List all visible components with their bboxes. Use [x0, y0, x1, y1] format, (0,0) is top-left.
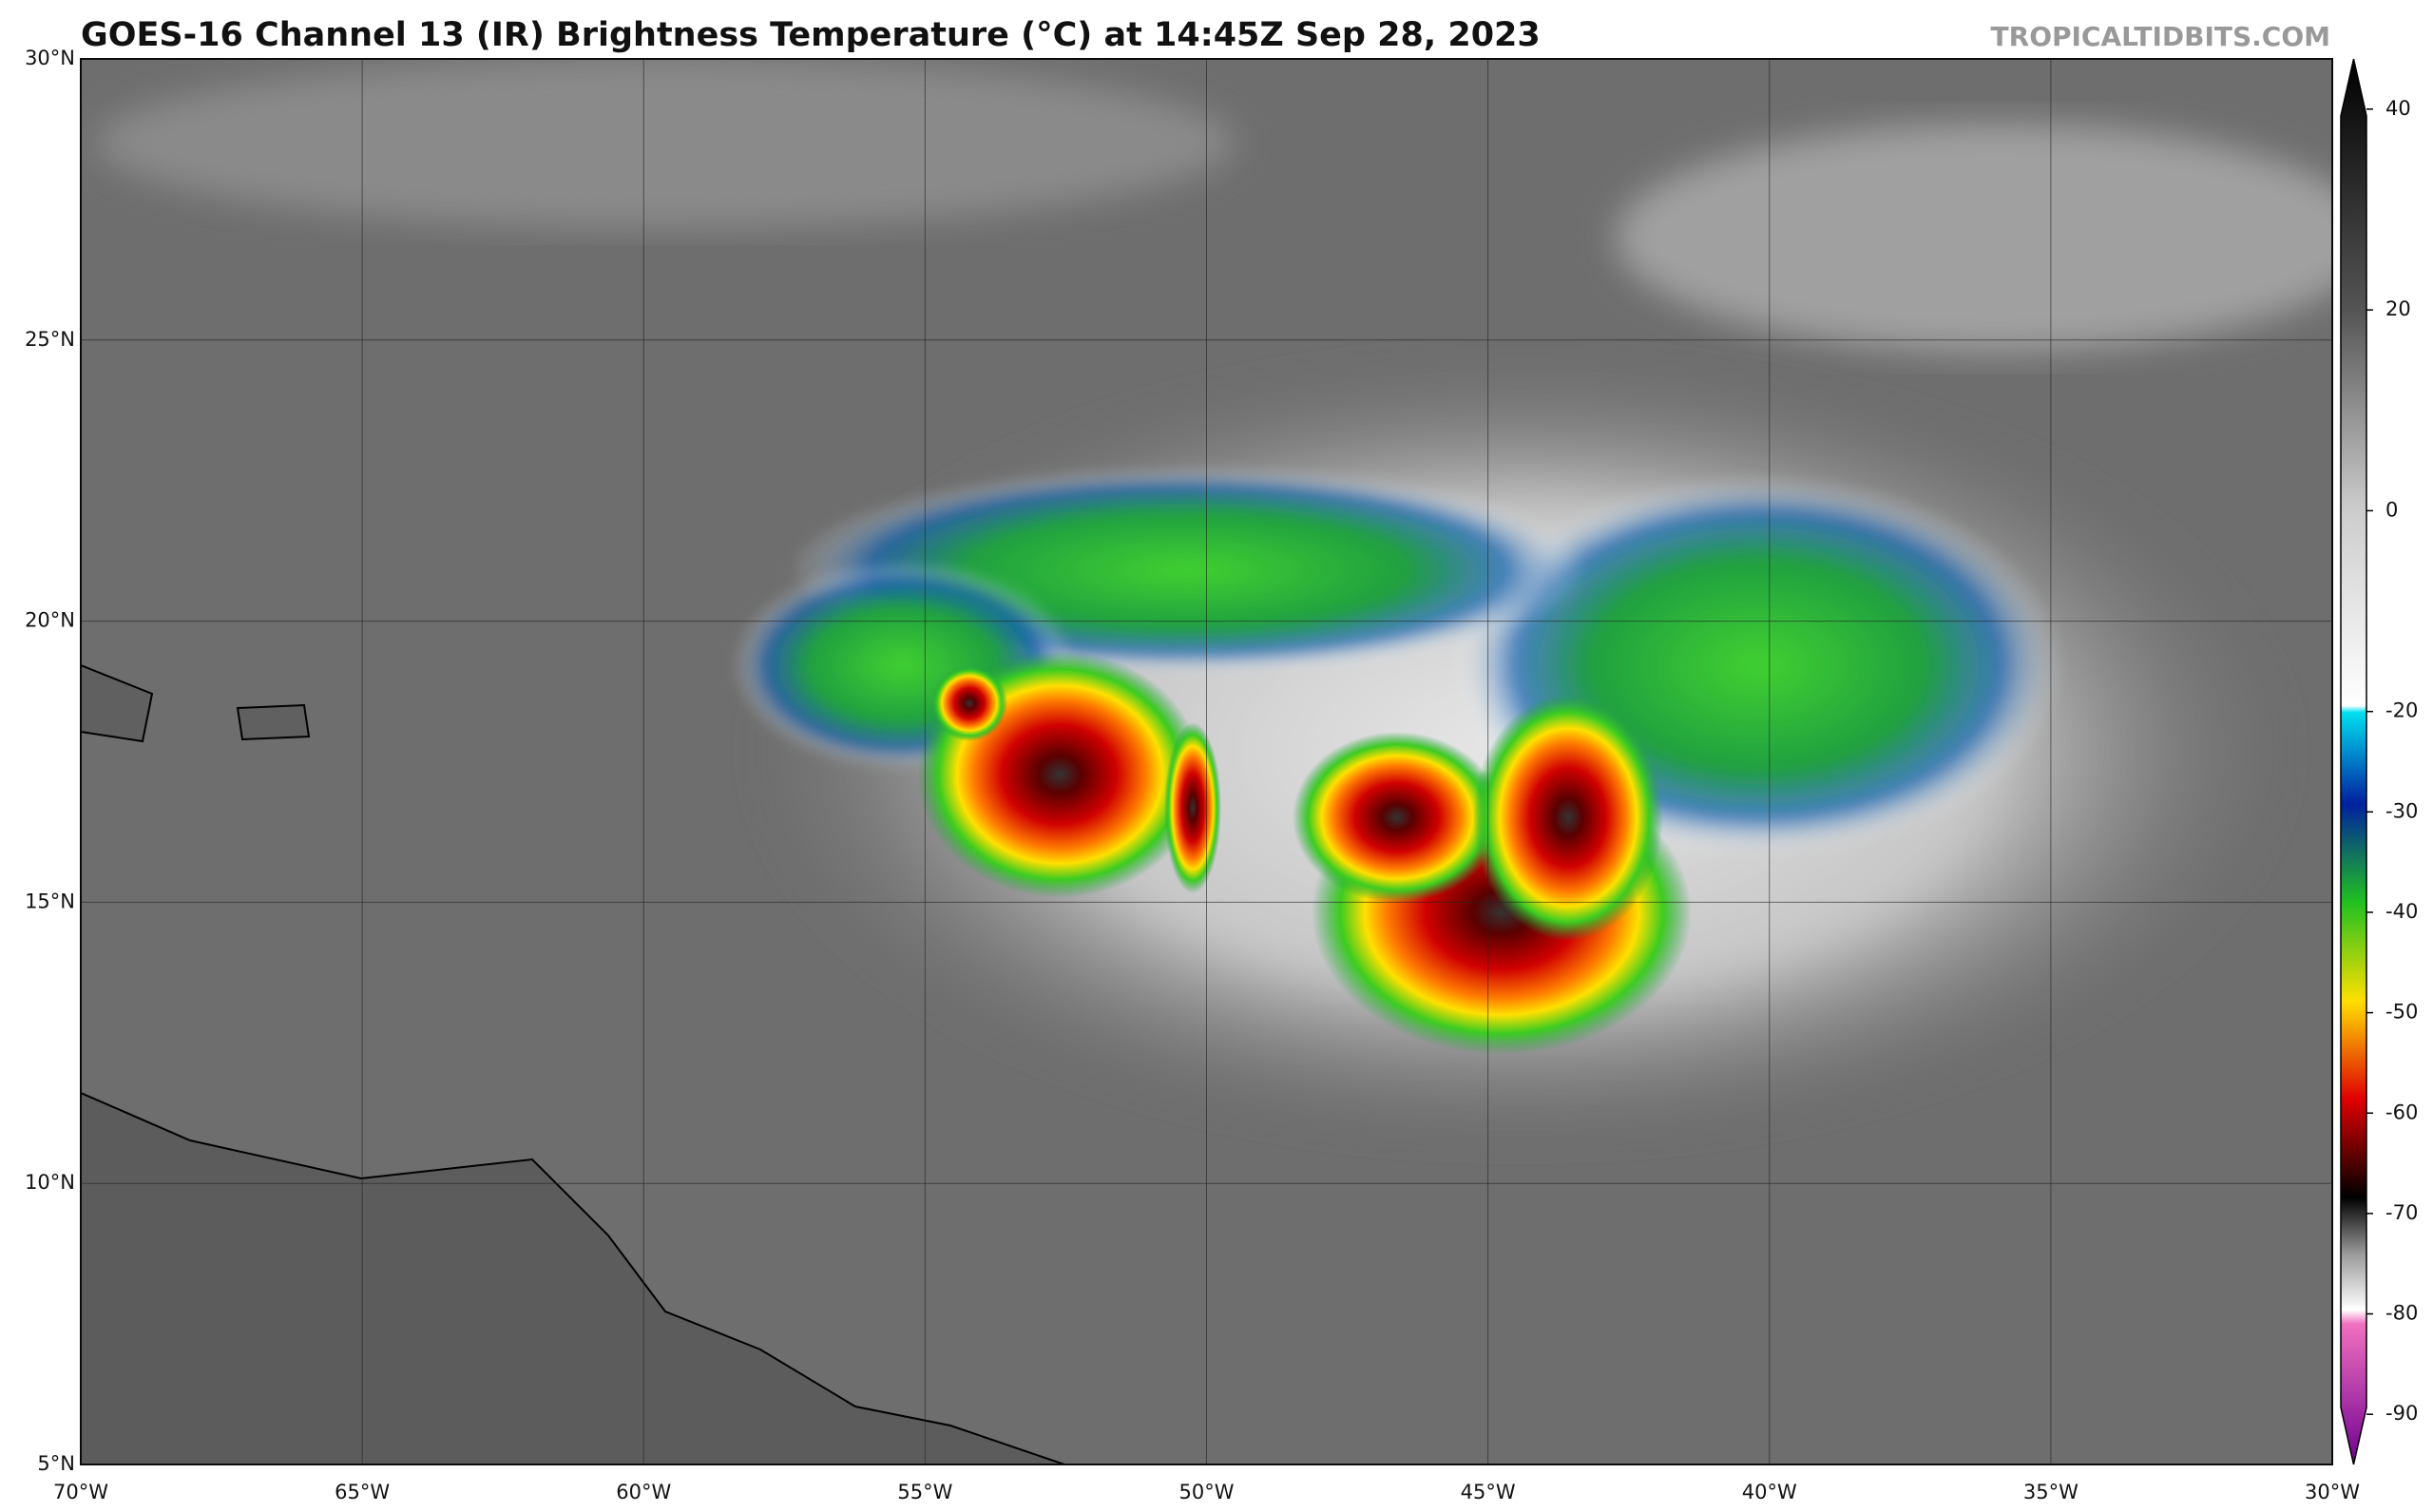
lat-label: 5°N [37, 1452, 75, 1475]
colorbar-label: -50 [2385, 1001, 2418, 1024]
lat-label: 15°N [25, 890, 75, 912]
lat-label: 30°N [25, 47, 75, 69]
lon-label: 60°W [616, 1481, 671, 1503]
lon-label: 50°W [1179, 1481, 1235, 1503]
lon-label: 45°W [1461, 1481, 1516, 1503]
lat-label: 10°N [25, 1171, 75, 1194]
colorbar-label: 40 [2385, 97, 2411, 120]
storm-core [1164, 722, 1221, 893]
lon-label: 65°W [335, 1481, 390, 1503]
colorbar-label: -20 [2385, 699, 2418, 722]
colorbar-label: 0 [2385, 498, 2398, 521]
lat-label: 20°N [25, 609, 75, 632]
lon-label: 40°W [1742, 1481, 1797, 1503]
colorbar-label: -30 [2385, 799, 2418, 822]
colorbar-label: -80 [2385, 1302, 2418, 1325]
lon-label: 30°W [2305, 1481, 2360, 1503]
graticule [80, 58, 2333, 1465]
storm-core [1473, 694, 1663, 941]
colorbar-label: -90 [2385, 1402, 2418, 1425]
lon-label: 55°W [897, 1481, 952, 1503]
island [236, 703, 311, 741]
colorbar-label: -70 [2385, 1201, 2418, 1224]
colorbar-label: -40 [2385, 900, 2418, 923]
lon-label: 70°W [53, 1481, 108, 1503]
watermark: TROPICALTIDBITS.COM [1991, 21, 2330, 52]
cloud [95, 59, 1236, 228]
title: GOES-16 Channel 13 (IR) Brightness Tempe… [81, 16, 1541, 54]
colorbar-label: 20 [2385, 297, 2411, 320]
lon-label: 35°W [2023, 1481, 2079, 1503]
island [81, 663, 154, 743]
colorbar-body [2340, 58, 2367, 1465]
storm-core [1293, 732, 1502, 903]
land [81, 1091, 1065, 1464]
colorbar: 40 20 0 -20 -30 -40 -50 -60 -70 -80 -90 [2340, 58, 2418, 1465]
cloud [1616, 124, 2332, 352]
storm-core [931, 665, 1007, 741]
colorbar-label: -60 [2385, 1101, 2418, 1123]
satellite-image [81, 59, 2332, 1464]
lat-label: 25°N [25, 328, 75, 351]
